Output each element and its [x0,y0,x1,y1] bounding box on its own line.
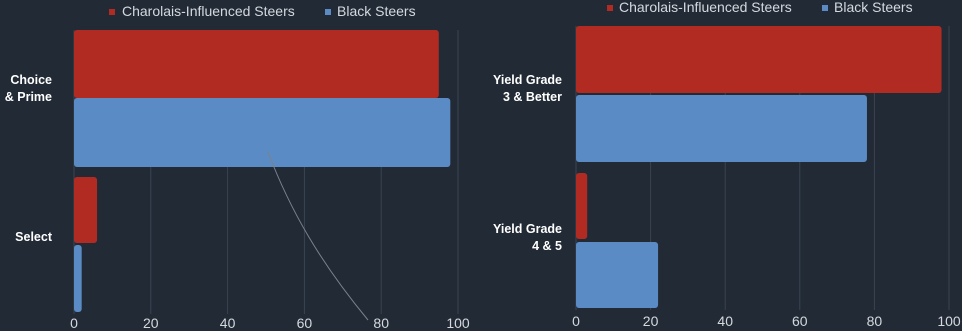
legend-swatch [822,5,828,11]
bar [74,30,439,98]
bar [576,173,588,239]
category-label: Choice [10,73,52,87]
x-tick-label: 60 [297,315,313,331]
chart-yield-grade: 0 20 40 60 80 100 Yield Grade 3 & Better Yield G… [493,0,961,329]
x-tick-label: 100 [937,313,961,329]
x-tick-label: 100 [446,315,470,331]
x-tick-label: 20 [143,315,159,331]
legend-swatch [607,5,613,11]
legend-label: Black Steers [337,3,416,19]
x-tick-label: 60 [792,313,808,329]
decorative-curve [267,151,369,321]
legend-swatch [109,9,115,15]
legend-label: Charolais-Influenced Steers [122,3,295,19]
bar [74,245,82,312]
bar [576,95,867,162]
x-tick-label: 80 [373,315,389,331]
x-tick-label: 40 [717,313,733,329]
x-tick-label: 20 [643,313,659,329]
chart-quality-grade: 0 20 40 60 80 100 Choice & Prime Select Charolais… [5,3,470,331]
legend-swatch [325,9,331,15]
legend-label: Charolais-Influenced Steers [619,0,792,15]
x-tick-label: 40 [220,315,236,331]
category-label: 4 & 5 [532,239,562,253]
category-label: & Prime [5,90,52,104]
legend: Charolais-Influenced Steers Black Steers [607,0,913,15]
category-label: Select [15,230,53,244]
x-tick-label: 0 [70,315,78,331]
bar [74,98,451,167]
bar [576,26,942,93]
category-label: Yield Grade [493,222,562,236]
legend: Charolais-Influenced Steers Black Steers [109,3,416,19]
legend-label: Black Steers [834,0,913,15]
category-label: 3 & Better [503,90,562,104]
x-tick-label: 0 [572,313,580,329]
bar [576,242,659,308]
bar [74,177,98,243]
category-label: Yield Grade [493,73,562,87]
x-tick-label: 80 [867,313,883,329]
